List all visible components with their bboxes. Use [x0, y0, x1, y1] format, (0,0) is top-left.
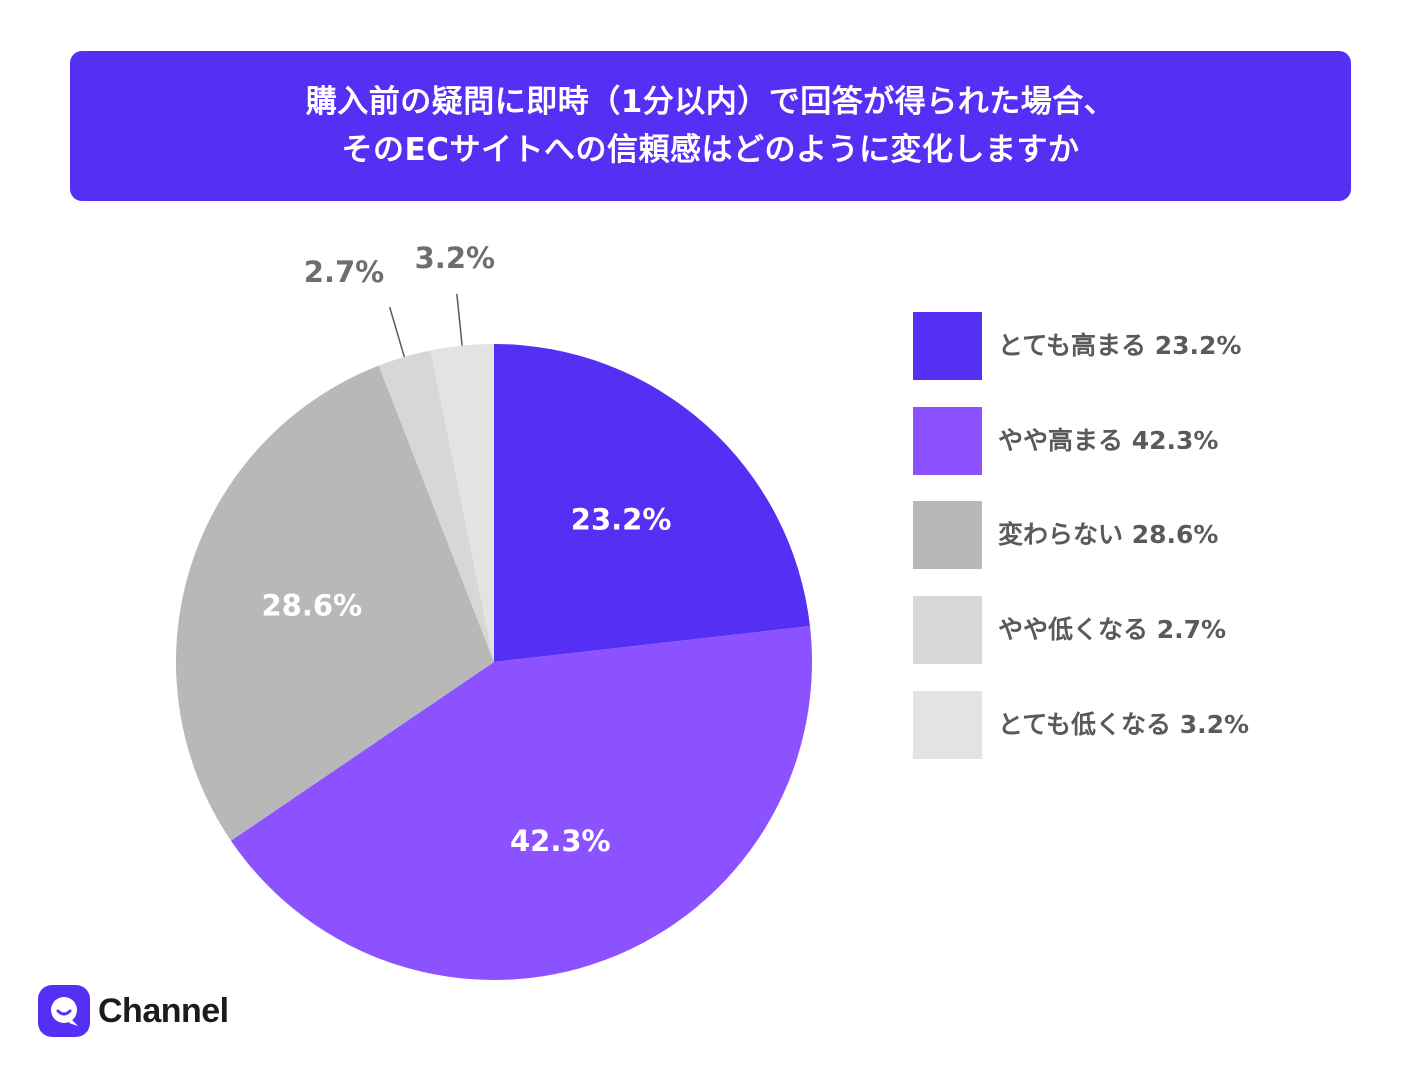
legend-label-3: 変わらない 28.6% [998, 520, 1219, 550]
pie-slice-1 [494, 344, 810, 662]
logo-wordmark: Channel [98, 992, 229, 1030]
legend-item-4: やや低くなる 2.7% [913, 596, 1333, 665]
leader-line-5 [456, 293, 463, 346]
channel-logo-icon [38, 985, 90, 1037]
legend-swatch-2 [913, 406, 982, 475]
legend-item-3: 変わらない 28.6% [913, 501, 1333, 570]
leader-line-4 [388, 306, 406, 358]
pie-slice-3 [176, 365, 494, 841]
slice-value-label-3: 28.6% [262, 588, 363, 622]
legend-label-1: とても高まる 23.2% [998, 331, 1242, 360]
legend-swatch-1 [913, 312, 982, 380]
slice-value-label-1: 23.2% [571, 503, 672, 537]
pie-slices [176, 344, 812, 980]
pie-leader-lines [388, 293, 463, 358]
title-line-1: 購入前の疑問に即時（1分以内）で回答が得られた場合、 [305, 84, 1116, 120]
title-line-2: そのECサイトへの信頼感はどのように変化しますか [341, 132, 1080, 168]
slice-value-label-5: 3.2% [415, 241, 495, 275]
pie-slice-5 [430, 344, 494, 662]
legend-label-4: やや低くなる 2.7% [998, 615, 1227, 645]
legend-label-5: とても低くなる 3.2% [998, 709, 1250, 739]
pie-value-labels: 23.2% 42.3% 28.6% 2.7% 3.2% [262, 241, 672, 858]
legend-label-2: やや高まる 42.3% [998, 425, 1219, 455]
slice-value-label-4: 2.7% [304, 255, 384, 289]
legend-swatch-3 [913, 501, 982, 570]
pie-slice-2 [230, 626, 812, 980]
legend-item-5: とても低くなる 3.2% [913, 690, 1333, 759]
title-banner: 購入前の疑問に即時（1分以内）で回答が得られた場合、 そのECサイトへの信頼感は… [70, 51, 1351, 201]
pie-slice-4 [378, 350, 494, 662]
legend-item-2: やや高まる 42.3% [913, 406, 1333, 475]
legend-swatch-5 [913, 690, 982, 759]
slice-value-label-2: 42.3% [510, 824, 611, 858]
legend-swatch-4 [913, 596, 982, 665]
legend-item-1: とても高まる 23.2% [913, 312, 1333, 380]
